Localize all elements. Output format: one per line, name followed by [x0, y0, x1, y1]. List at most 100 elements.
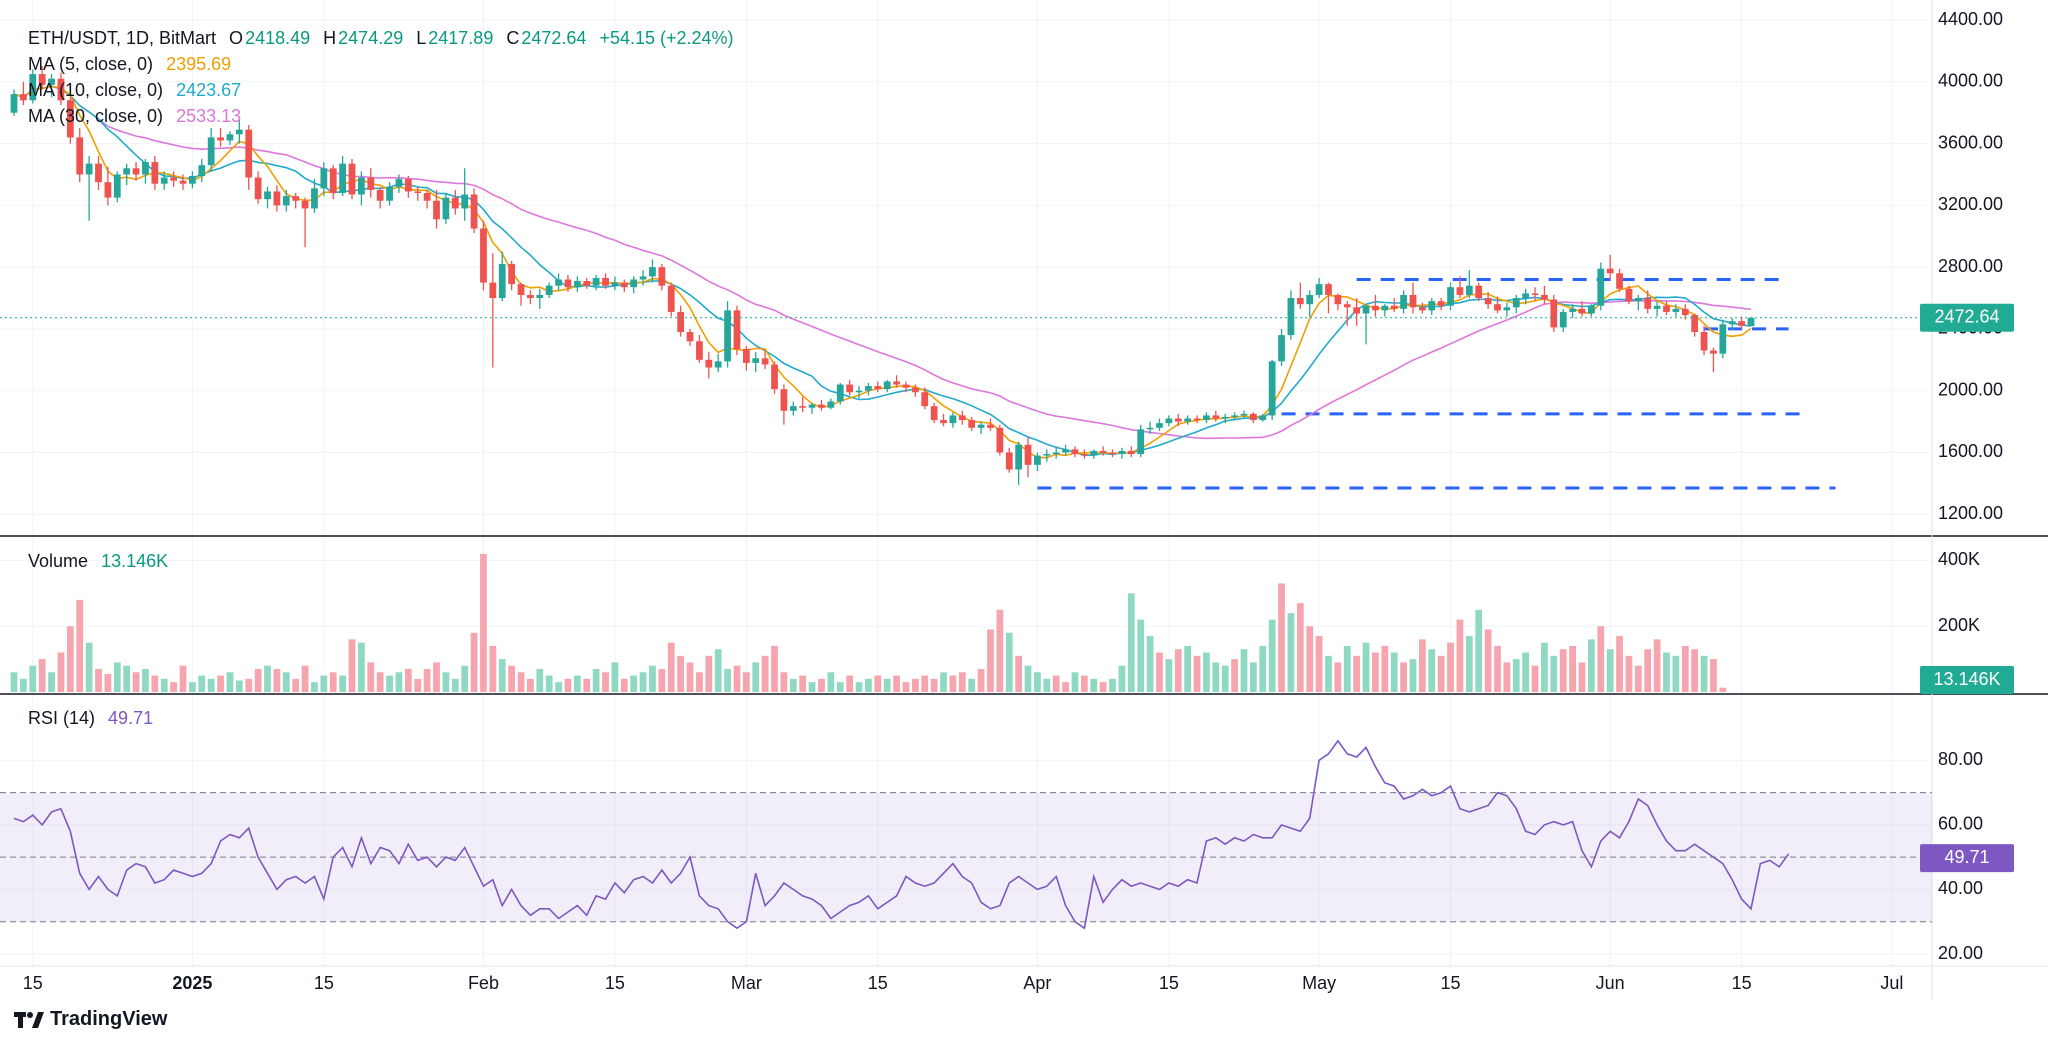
candle-body: [1691, 315, 1699, 333]
candle: [1296, 282, 1304, 309]
last-volume-badge: 13.146K: [1920, 666, 2014, 694]
volume-bar: [761, 655, 769, 692]
candle: [1738, 316, 1745, 329]
candle: [292, 192, 300, 209]
volume-bar: [1221, 665, 1229, 692]
candle-body: [771, 364, 778, 390]
volume-bar: [658, 668, 666, 692]
time-tick-label: 15: [314, 973, 334, 993]
candle-body: [320, 168, 328, 189]
candle-body: [1738, 321, 1745, 326]
volume-bar: [170, 682, 177, 692]
candle-body: [1174, 418, 1182, 422]
volume-bar: [1259, 645, 1267, 692]
candle: [395, 174, 403, 193]
candle: [564, 274, 572, 292]
volume-bar: [1475, 609, 1483, 692]
candle: [940, 413, 947, 427]
candle-body: [1606, 268, 1614, 274]
volume-bar: [1062, 682, 1069, 692]
low-label: L: [416, 28, 427, 48]
candle-body: [968, 420, 976, 428]
volume-bar: [1240, 649, 1248, 692]
volume-bar: [1559, 649, 1567, 692]
price-tick-label: 4400.00: [1938, 9, 2003, 29]
candle-body: [1156, 423, 1163, 428]
volume-bar: [1597, 626, 1605, 692]
candle-body: [10, 94, 18, 113]
candle-body: [1465, 285, 1473, 295]
candle: [780, 384, 788, 425]
volume-bar: [1052, 675, 1060, 692]
volume-bar: [189, 682, 196, 692]
tradingview-logo[interactable]: TradingView: [14, 1008, 167, 1031]
candle: [1541, 285, 1548, 305]
candle: [1644, 290, 1652, 314]
candle-body: [395, 179, 403, 187]
candle-body: [85, 163, 93, 175]
candle-body: [1080, 454, 1088, 456]
volume-bar: [245, 678, 253, 692]
volume-bar: [301, 665, 309, 692]
candle-body: [189, 176, 196, 184]
price-tick-label: 2000.00: [1938, 379, 2003, 399]
candle: [545, 282, 553, 299]
candle-body: [1390, 305, 1398, 309]
volume-bar: [29, 665, 37, 692]
high-label: H: [323, 28, 337, 48]
candle: [1353, 298, 1361, 326]
candle-body: [808, 404, 816, 408]
candle-body: [1494, 304, 1501, 311]
volume-bar: [996, 609, 1004, 692]
candle: [911, 384, 919, 397]
time-tick-label: Jun: [1596, 973, 1625, 993]
candle-body: [1212, 415, 1220, 419]
volume-bar: [874, 675, 882, 692]
candle: [1156, 418, 1163, 431]
volume-bar: [592, 668, 600, 692]
volume-bar: [893, 675, 900, 692]
candle-body: [1193, 418, 1201, 421]
candle-body: [113, 174, 121, 198]
candle: [1212, 410, 1220, 422]
candle: [874, 381, 882, 393]
candle-body: [639, 276, 647, 280]
rsi-legend: RSI (14) 49.71: [28, 708, 153, 729]
candle-body: [714, 361, 722, 368]
candle: [1578, 301, 1586, 317]
candle-body: [329, 168, 337, 193]
candle-body: [1559, 311, 1567, 328]
candle: [451, 189, 459, 215]
candle: [836, 382, 844, 405]
candle: [789, 401, 797, 416]
candle-body: [273, 191, 281, 206]
candle: [602, 273, 609, 289]
rsi-value: 49.71: [108, 708, 154, 728]
candle-body: [1315, 284, 1323, 295]
volume-bar: [1296, 603, 1304, 692]
candle-body: [987, 424, 994, 428]
volume-bar: [620, 678, 628, 692]
candle: [423, 189, 431, 209]
candle: [480, 220, 487, 291]
volume-bar: [1418, 639, 1426, 692]
volume-bar: [461, 665, 469, 692]
volume-bar: [1644, 649, 1652, 692]
candle-body: [836, 384, 844, 402]
candle-body: [752, 358, 760, 363]
candle: [958, 410, 966, 425]
candle: [1606, 254, 1614, 280]
ma30-label: MA (30, close, 0): [28, 106, 164, 126]
volume-bar: [1343, 645, 1351, 692]
last-rsi-badge: 49.71: [1920, 844, 2014, 873]
volume-bar: [1231, 659, 1238, 692]
candle-body: [1587, 305, 1595, 314]
candle-body: [1672, 308, 1680, 312]
candle-body: [1428, 301, 1436, 311]
volume-bar: [855, 682, 863, 692]
volume-bar: [1456, 619, 1464, 692]
candle: [1249, 412, 1257, 424]
candle-body: [977, 424, 985, 428]
candle: [508, 260, 516, 291]
